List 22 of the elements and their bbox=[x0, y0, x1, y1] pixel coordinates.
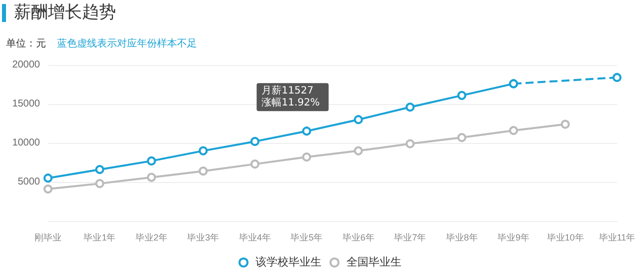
x-tick-label: 毕业10年 bbox=[546, 232, 584, 242]
x-tick-label: 毕业2年 bbox=[135, 232, 168, 242]
x-tick-label: 刚毕业 bbox=[34, 232, 62, 242]
annotation: 月薪11527 涨幅11.92% bbox=[262, 84, 320, 109]
x-tick-label: 毕业6年 bbox=[342, 232, 374, 242]
x-tick-label: 毕业7年 bbox=[394, 232, 426, 242]
text: 蓝色虚线表示对应年份样本不足 bbox=[57, 38, 197, 50]
x-tick-label: 毕业8年 bbox=[446, 232, 478, 242]
y-tick-label: 10000 bbox=[12, 138, 40, 148]
chart-title: 薪酬增长趋势 bbox=[14, 2, 116, 22]
y-axis-title: 单位：元 bbox=[6, 38, 46, 50]
y-tick-label: 20000 bbox=[12, 60, 40, 70]
x-tick-label: 毕业1年 bbox=[84, 232, 116, 242]
y-tick-label: 5000 bbox=[18, 176, 40, 188]
x-tick-label: 毕业5年 bbox=[290, 232, 323, 242]
x-tick-label: 毕业11年 bbox=[598, 232, 636, 242]
y-tick-label: 15000 bbox=[12, 98, 40, 110]
x-tick-label: 毕业9年 bbox=[498, 232, 530, 242]
legend-label: 该学校毕业生 bbox=[256, 256, 322, 268]
x-tick-label: 毕业4年 bbox=[238, 232, 271, 242]
x-tick-label: 毕业3年 bbox=[187, 232, 220, 242]
legend-label: 全国毕业生 bbox=[346, 256, 402, 268]
